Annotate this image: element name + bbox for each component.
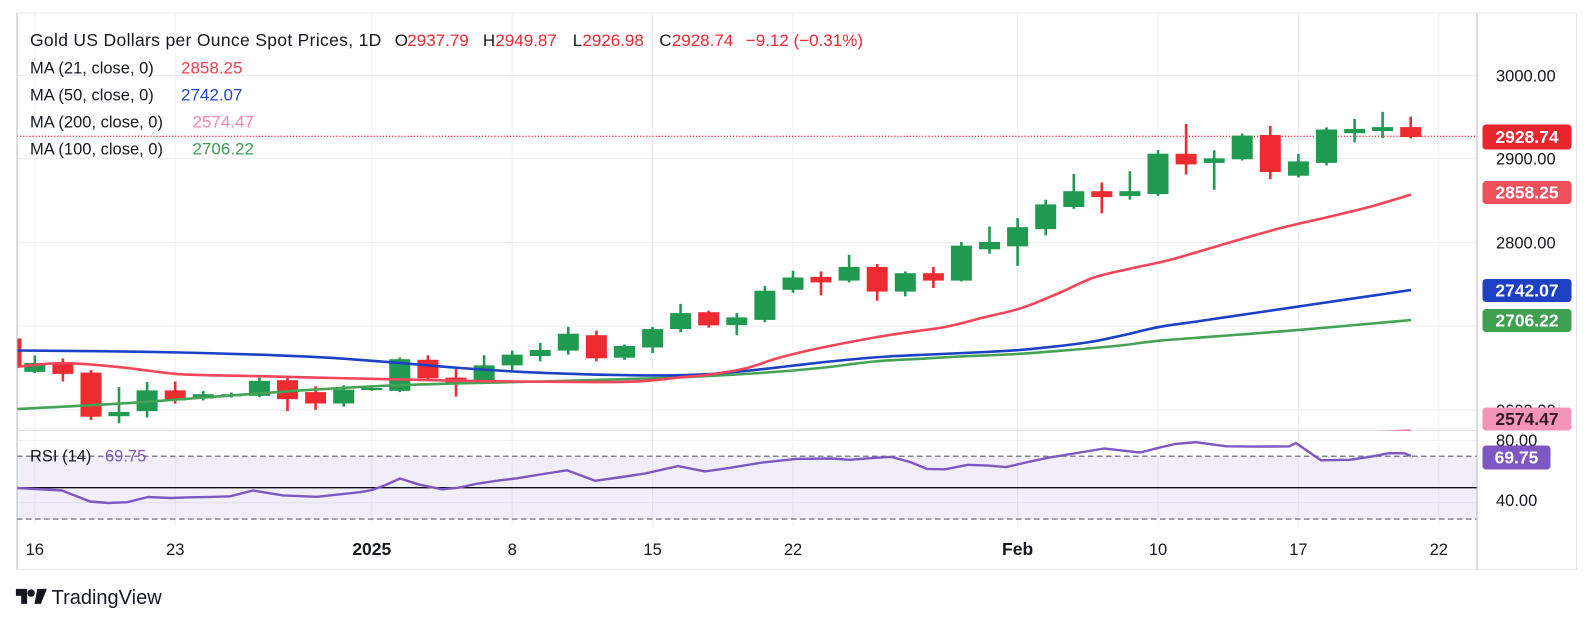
svg-text:TradingView: TradingView [52, 587, 163, 609]
svg-text:2900.00: 2900.00 [1496, 150, 1556, 168]
svg-text:22: 22 [784, 541, 802, 559]
svg-text:3000.00: 3000.00 [1496, 67, 1556, 85]
svg-text:16: 16 [26, 541, 44, 559]
svg-text:2937.79: 2937.79 [407, 31, 468, 50]
svg-text:RSI (14): RSI (14) [30, 448, 91, 466]
svg-text:8: 8 [508, 541, 517, 559]
svg-text:C: C [659, 31, 671, 50]
svg-text:Feb: Feb [1002, 539, 1033, 559]
svg-text:2574.47: 2574.47 [193, 112, 254, 131]
svg-text:2800.00: 2800.00 [1496, 234, 1556, 252]
svg-text:MA (50, close, 0): MA (50, close, 0) [30, 86, 154, 104]
svg-text:23: 23 [166, 541, 184, 559]
svg-text:L: L [573, 31, 582, 50]
svg-text:MA (200, close, 0): MA (200, close, 0) [30, 113, 163, 131]
svg-text:Gold US Dollars per Ounce Spot: Gold US Dollars per Ounce Spot Prices, 1… [30, 30, 382, 50]
svg-text:2742.07: 2742.07 [1495, 281, 1558, 301]
svg-text:2706.22: 2706.22 [193, 139, 254, 158]
svg-text:2926.98: 2926.98 [582, 31, 643, 50]
svg-text:H: H [483, 31, 495, 50]
svg-text:69.75: 69.75 [1495, 448, 1539, 468]
svg-text:−9.12 (−0.31%): −9.12 (−0.31%) [746, 31, 863, 50]
svg-text:2858.25: 2858.25 [1495, 183, 1559, 203]
svg-text:69.75: 69.75 [105, 448, 146, 466]
svg-text:2858.25: 2858.25 [181, 58, 242, 77]
svg-text:2025: 2025 [352, 539, 391, 559]
svg-text:17: 17 [1289, 541, 1307, 559]
svg-text:2706.22: 2706.22 [1495, 311, 1559, 331]
svg-text:40.00: 40.00 [1496, 492, 1537, 510]
svg-text:2949.87: 2949.87 [495, 31, 556, 50]
svg-text:MA (100, close, 0): MA (100, close, 0) [30, 140, 163, 158]
svg-text:2928.74: 2928.74 [672, 31, 733, 50]
svg-text:2574.47: 2574.47 [1495, 409, 1558, 429]
svg-text:22: 22 [1430, 541, 1448, 559]
svg-text:MA (21, close, 0): MA (21, close, 0) [30, 59, 154, 77]
svg-text:2742.07: 2742.07 [181, 85, 242, 104]
svg-text:2928.74: 2928.74 [1495, 127, 1559, 147]
svg-text:15: 15 [643, 541, 661, 559]
svg-text:10: 10 [1149, 541, 1167, 559]
svg-text:O: O [395, 31, 408, 50]
